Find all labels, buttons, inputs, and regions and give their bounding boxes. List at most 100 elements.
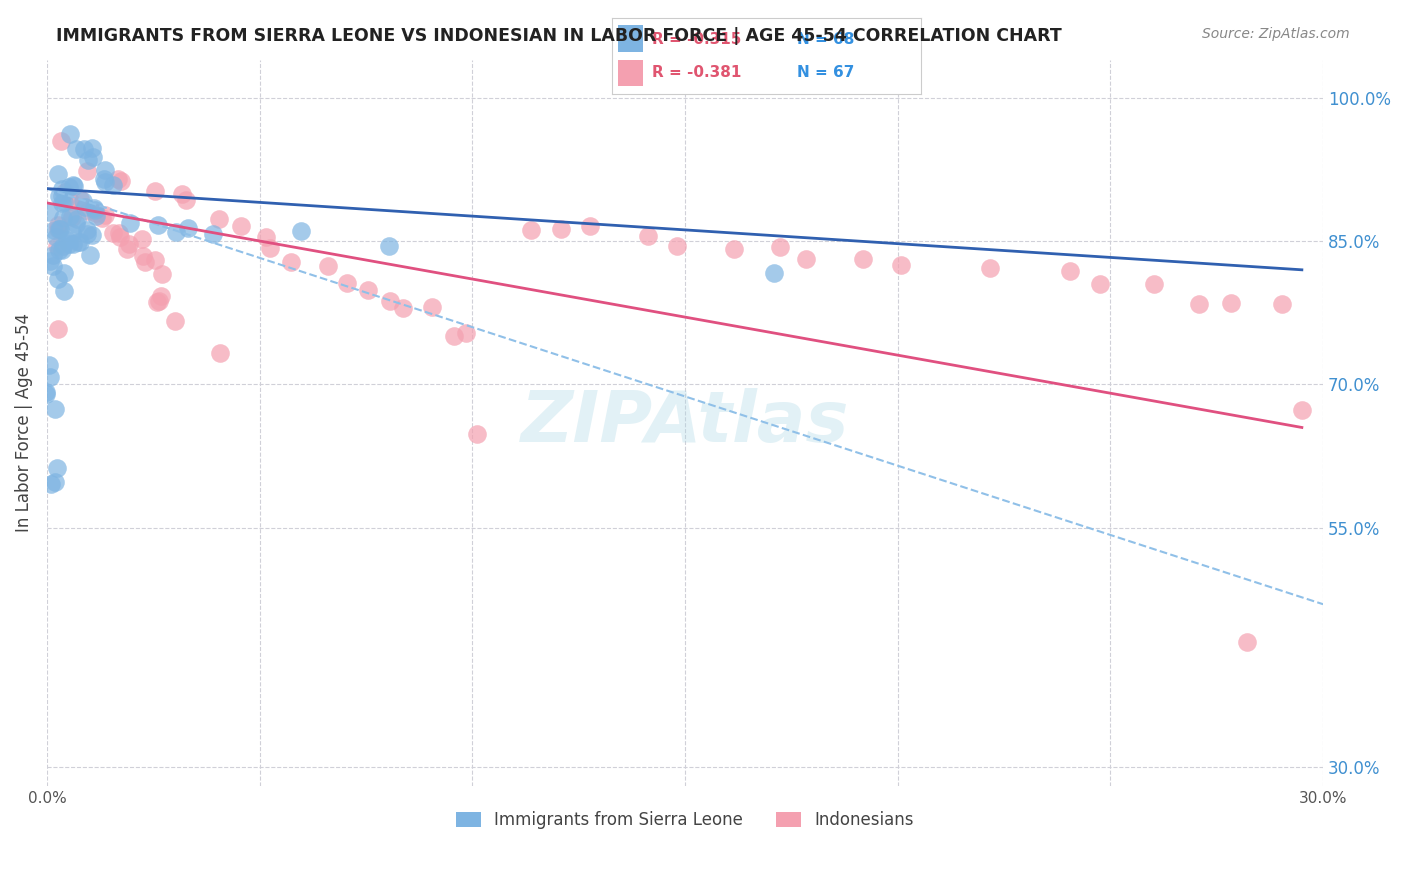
Point xyxy=(65,142,87,156)
Point xyxy=(59,209,82,223)
Point xyxy=(52,211,75,226)
Point xyxy=(131,232,153,246)
Point xyxy=(46,218,69,232)
Point xyxy=(93,175,115,189)
Point xyxy=(53,186,76,200)
Point xyxy=(51,189,73,203)
Point xyxy=(118,237,141,252)
Point xyxy=(79,247,101,261)
Point xyxy=(110,230,132,244)
Point xyxy=(41,248,63,262)
Point xyxy=(38,205,60,219)
Point xyxy=(115,242,138,256)
Point xyxy=(357,283,380,297)
Point xyxy=(39,477,62,491)
Point xyxy=(380,293,402,308)
Text: ZIPAtlas: ZIPAtlas xyxy=(520,388,849,458)
Text: Source: ZipAtlas.com: Source: ZipAtlas.com xyxy=(1202,27,1350,41)
Point xyxy=(665,239,688,253)
Point xyxy=(316,259,339,273)
Point xyxy=(336,276,359,290)
Point xyxy=(979,260,1001,275)
Point xyxy=(377,239,399,253)
Point xyxy=(82,150,104,164)
Point xyxy=(46,221,69,235)
Text: R = -0.315: R = -0.315 xyxy=(652,31,741,46)
Point xyxy=(62,179,84,194)
Point xyxy=(58,236,80,251)
Point xyxy=(52,239,75,253)
Y-axis label: In Labor Force | Age 45-54: In Labor Force | Age 45-54 xyxy=(15,313,32,533)
Point xyxy=(44,475,66,490)
Point xyxy=(66,211,89,226)
Point xyxy=(420,300,443,314)
Point xyxy=(82,228,104,243)
Point xyxy=(60,210,83,224)
Point xyxy=(72,194,94,208)
Point xyxy=(150,289,173,303)
Point xyxy=(77,153,100,167)
Point xyxy=(146,295,169,310)
Point xyxy=(150,268,173,282)
Point xyxy=(84,209,107,223)
Legend: Immigrants from Sierra Leone, Indonesians: Immigrants from Sierra Leone, Indonesian… xyxy=(449,805,921,836)
Point xyxy=(637,229,659,244)
Point xyxy=(41,259,63,273)
Point xyxy=(1188,297,1211,311)
Bar xyxy=(617,60,643,87)
Point xyxy=(1088,277,1111,291)
Point xyxy=(1059,264,1081,278)
Point xyxy=(202,227,225,241)
Point xyxy=(76,223,98,237)
Point xyxy=(48,244,70,258)
Point xyxy=(134,254,156,268)
Point xyxy=(101,226,124,240)
Point xyxy=(146,219,169,233)
Point xyxy=(53,195,76,210)
Point xyxy=(723,243,745,257)
Point xyxy=(143,184,166,198)
Point xyxy=(45,229,67,244)
Text: N = 68: N = 68 xyxy=(797,31,855,46)
Point xyxy=(1291,402,1313,417)
Point xyxy=(84,206,107,220)
Point xyxy=(35,384,58,399)
Point xyxy=(229,219,252,234)
Point xyxy=(101,178,124,193)
Text: N = 67: N = 67 xyxy=(797,65,855,80)
Point xyxy=(259,241,281,255)
Point xyxy=(769,240,792,254)
Point xyxy=(69,192,91,206)
Point xyxy=(207,212,229,227)
Point xyxy=(62,237,84,252)
Point xyxy=(1219,296,1241,310)
Point xyxy=(51,134,73,148)
Point xyxy=(107,171,129,186)
Point xyxy=(148,293,170,308)
Point xyxy=(73,142,96,156)
Text: R = -0.381: R = -0.381 xyxy=(652,65,741,80)
Point xyxy=(519,223,541,237)
Point xyxy=(456,326,478,341)
Point xyxy=(53,266,76,280)
Point xyxy=(174,194,197,208)
Point xyxy=(44,401,66,416)
Point xyxy=(76,227,98,241)
Point xyxy=(39,370,62,384)
Point xyxy=(391,301,413,315)
Point xyxy=(58,180,80,194)
Point xyxy=(1236,635,1258,649)
Point xyxy=(48,222,70,236)
Point xyxy=(56,233,79,247)
Point xyxy=(77,204,100,219)
Point xyxy=(165,225,187,239)
Point xyxy=(177,220,200,235)
Point xyxy=(48,188,70,202)
Point xyxy=(62,178,84,192)
Point xyxy=(51,181,73,195)
Point xyxy=(46,239,69,253)
Point xyxy=(143,252,166,267)
Point xyxy=(46,167,69,181)
Point xyxy=(254,229,277,244)
Point xyxy=(66,235,89,249)
